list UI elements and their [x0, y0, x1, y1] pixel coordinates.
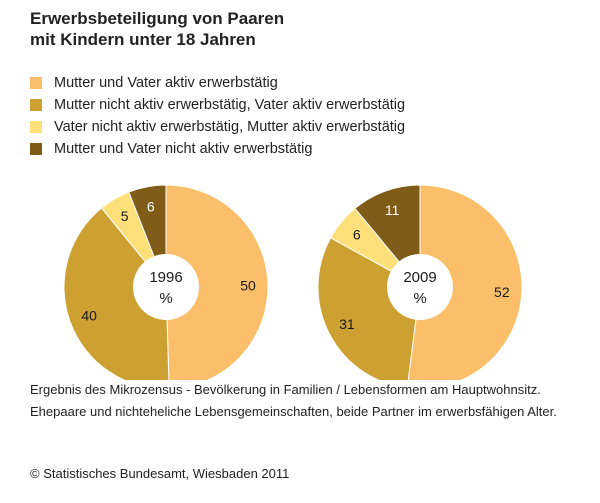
legend-label-both-active: Mutter und Vater aktiv erwerbstätig [54, 75, 278, 91]
legend-swatch-father-active [30, 99, 42, 111]
slice-1996-father-active [63, 207, 170, 380]
legend-swatch-none-active [30, 143, 42, 155]
slice-2009-both-active [407, 184, 523, 380]
legend: Mutter und Vater aktiv erwerbstätig Mutt… [30, 72, 590, 160]
legend-swatch-mother-active [30, 121, 42, 133]
slice-label-1996-none-active: 6 [147, 198, 155, 214]
donut-1996: 50 40 5 6 1996% [63, 184, 269, 380]
slice-label-1996-both-active: 50 [240, 278, 256, 294]
center-year-1996: 1996 [149, 269, 182, 286]
slice-label-1996-mother-active: 5 [121, 208, 129, 224]
chart-title: Erwerbsbeteiligung von Paaren mit Kinder… [30, 8, 550, 50]
slice-label-2009-none-active: 11 [385, 202, 400, 218]
legend-label-none-active: Mutter und Vater nicht aktiv erwerbstäti… [54, 141, 313, 157]
slice-1996-both-active [165, 184, 269, 380]
slice-label-2009-mother-active: 6 [353, 227, 361, 243]
donut-hole-1996 [133, 254, 199, 320]
legend-item-none-active: Mutter und Vater nicht aktiv erwerbstäti… [30, 138, 590, 160]
slice-label-2009-father-active: 31 [339, 316, 355, 332]
slice-label-1996-father-active: 40 [81, 308, 97, 324]
legend-item-both-active: Mutter und Vater aktiv erwerbstätig [30, 72, 590, 94]
note-ehepaare: Ehepaare und nichteheliche Lebensgemeins… [30, 404, 557, 419]
slice-label-2009-both-active: 52 [494, 284, 510, 300]
copyright: © Statistisches Bundesamt, Wiesbaden 201… [30, 466, 290, 481]
chart-title-line-2: mit Kindern unter 18 Jahren [30, 30, 256, 49]
notes: Ergebnis des Mikrozensus - Bevölkerung i… [30, 382, 570, 426]
chart-title-line-1: Erwerbsbeteiligung von Paaren [30, 9, 285, 28]
legend-label-mother-active: Vater nicht aktiv erwerbstätig, Mutter a… [54, 119, 406, 135]
legend-item-mother-active: Vater nicht aktiv erwerbstätig, Mutter a… [30, 116, 590, 138]
legend-label-father-active: Mutter nicht aktiv erwerbstätig, Vater a… [54, 97, 406, 113]
center-year-2009: 2009 [403, 269, 436, 286]
donut-charts: 50 40 5 6 1996% 52 31 6 11 2009% [63, 184, 523, 380]
donut-hole-2009 [387, 254, 453, 320]
center-unit-2009: % [413, 290, 426, 307]
donut-2009: 52 31 6 11 2009% [317, 184, 523, 380]
note-mikrozensus: Ergebnis des Mikrozensus - Bevölkerung i… [30, 382, 541, 397]
legend-swatch-both-active [30, 77, 42, 89]
legend-item-father-active: Mutter nicht aktiv erwerbstätig, Vater a… [30, 94, 590, 116]
center-unit-1996: % [159, 290, 172, 307]
